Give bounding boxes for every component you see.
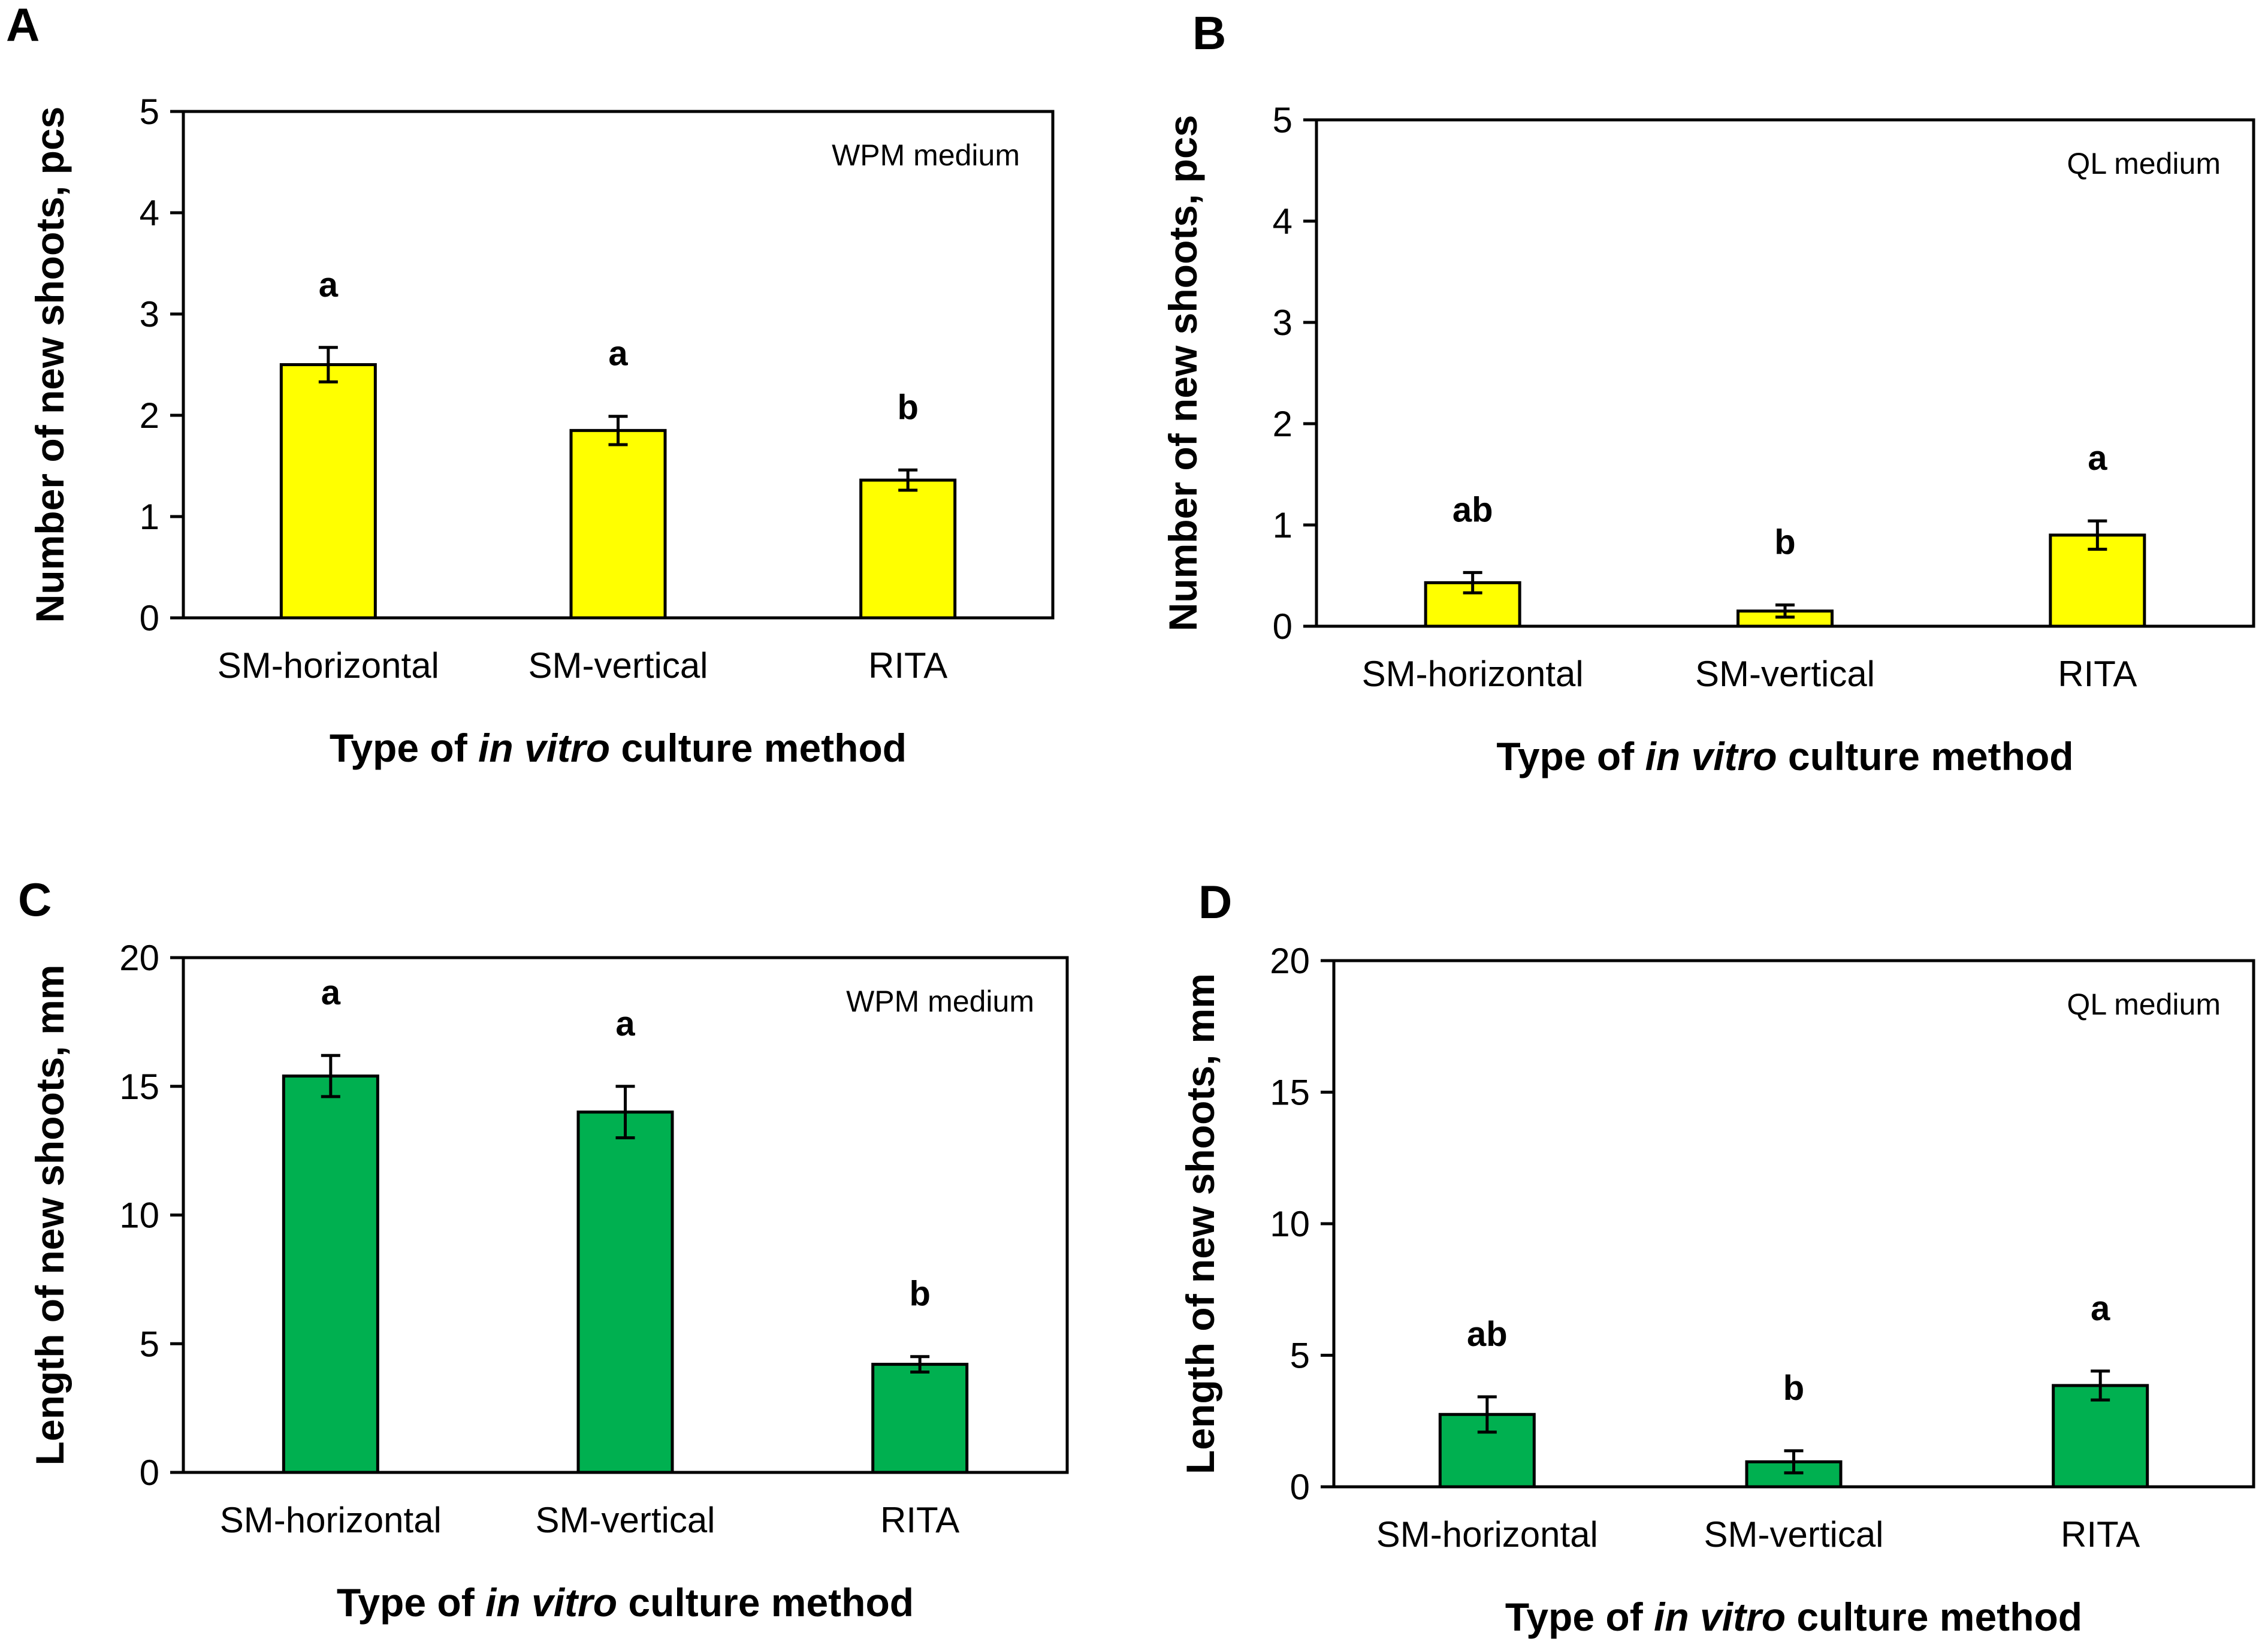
medium-label: QL medium — [2067, 147, 2221, 180]
panel-d: D 0 5 10 15 20 ab SM-horizontal b SM-vertical a RIT… — [1178, 876, 2255, 1639]
panel-letter: B — [1192, 7, 1226, 59]
x-axis-title-part: Type of — [1505, 1595, 1654, 1639]
x-tick-label: RITA — [2058, 654, 2137, 694]
bar — [282, 1074, 379, 1474]
y-tick-label: 5 — [1273, 100, 1292, 140]
medium-label: WPM medium — [846, 985, 1034, 1018]
x-tick-label: SM-vertical — [535, 1500, 715, 1540]
y-tick-label: 0 — [140, 598, 159, 638]
significance-label: a — [615, 1004, 635, 1043]
y-tick-label: 5 — [1290, 1336, 1310, 1376]
significance-label: ab — [1452, 490, 1493, 529]
x-tick-label: RITA — [880, 1500, 959, 1540]
y-axis-title: Length of new shoots, mm — [1178, 973, 1222, 1474]
x-axis-title-part: Type of — [1496, 734, 1645, 778]
y-tick-label: 10 — [1270, 1204, 1310, 1244]
x-tick-label: SM-vertical — [528, 645, 708, 686]
y-tick-label: 0 — [140, 1453, 159, 1493]
y-tick-label: 3 — [140, 294, 159, 334]
x-axis-title-part: Type of — [337, 1580, 485, 1625]
x-axis-title-part: culture method — [1777, 734, 2074, 778]
significance-label: ab — [1467, 1315, 1508, 1354]
y-tick-label: 1 — [1273, 505, 1292, 545]
x-axis-title: Type of in vitro culture method — [1505, 1595, 2082, 1639]
x-axis-title-part: in vitro — [1645, 734, 1777, 778]
x-axis-title-part: culture method — [1786, 1595, 2082, 1639]
y-tick-label: 4 — [1273, 201, 1292, 242]
bar — [871, 1363, 969, 1474]
panel-letter: D — [1198, 876, 1232, 928]
bar — [2052, 1384, 2149, 1489]
x-tick-label: SM-horizontal — [1362, 654, 1584, 694]
y-tick-label: 2 — [140, 396, 159, 436]
bar — [279, 363, 377, 620]
y-tick-label: 0 — [1273, 606, 1292, 647]
panel-b: B 0 1 2 3 4 5 ab SM-horizontal b SM-vertical a RITA Q… — [1161, 7, 2255, 778]
significance-label: b — [1783, 1369, 1804, 1408]
x-axis-title-part: in vitro — [1654, 1595, 1786, 1639]
x-axis-title-part: in vitro — [485, 1580, 617, 1625]
x-axis-title: Type of in vitro culture method — [1496, 734, 2073, 778]
y-tick-label: 1 — [140, 497, 159, 537]
y-tick-label: 20 — [119, 938, 159, 978]
panel-a: A 0 1 2 3 4 5 a SM-horizontal a SM-vertical b RITA WP… — [6, 0, 1055, 770]
y-tick-label: 2 — [1273, 404, 1292, 444]
significance-label: a — [319, 265, 339, 304]
y-tick-label: 5 — [140, 1324, 159, 1364]
y-axis-title: Number of new shoots, pcs — [28, 107, 72, 623]
bar — [576, 1110, 674, 1474]
significance-label: a — [321, 973, 341, 1012]
y-tick-label: 0 — [1290, 1467, 1310, 1507]
significance-label: b — [909, 1275, 930, 1314]
y-tick-label: 15 — [1270, 1073, 1310, 1113]
medium-label: WPM medium — [832, 138, 1020, 172]
x-axis-title-part: culture method — [617, 1580, 914, 1625]
medium-label: QL medium — [2067, 988, 2221, 1021]
significance-label: b — [897, 388, 918, 427]
x-axis-title-part: Type of — [330, 726, 478, 770]
y-axis-title: Length of new shoots, mm — [28, 965, 72, 1466]
x-axis-title-part: culture method — [610, 726, 907, 770]
x-tick-label: SM-vertical — [1704, 1514, 1883, 1555]
significance-label: b — [1774, 523, 1795, 562]
significance-label: a — [2088, 439, 2107, 478]
x-axis-title-part: in vitro — [478, 726, 610, 770]
significance-label: a — [2091, 1289, 2110, 1328]
x-tick-label: SM-horizontal — [1376, 1514, 1598, 1555]
y-axis-title: Number of new shoots, pcs — [1161, 115, 1205, 632]
panel-letter: C — [18, 873, 52, 926]
x-axis-title: Type of in vitro culture method — [330, 726, 907, 770]
x-tick-label: RITA — [868, 645, 947, 686]
y-tick-label: 20 — [1270, 941, 1310, 981]
x-tick-label: SM-horizontal — [220, 1500, 442, 1540]
x-tick-label: SM-horizontal — [218, 645, 439, 686]
y-tick-label: 3 — [1273, 303, 1292, 343]
y-tick-label: 4 — [140, 193, 159, 233]
panel-letter: A — [6, 0, 40, 51]
bar — [859, 478, 957, 620]
panel-c: C 0 5 10 15 20 a SM-horizontal a SM-vertical b RITA… — [18, 873, 1069, 1625]
y-tick-label: 5 — [140, 92, 159, 132]
x-tick-label: SM-vertical — [1695, 654, 1875, 694]
x-axis-title: Type of in vitro culture method — [337, 1580, 914, 1625]
y-tick-label: 10 — [119, 1196, 159, 1236]
significance-label: a — [608, 334, 628, 373]
y-tick-label: 15 — [119, 1067, 159, 1107]
x-tick-label: RITA — [2061, 1514, 2140, 1555]
bar — [569, 428, 667, 620]
